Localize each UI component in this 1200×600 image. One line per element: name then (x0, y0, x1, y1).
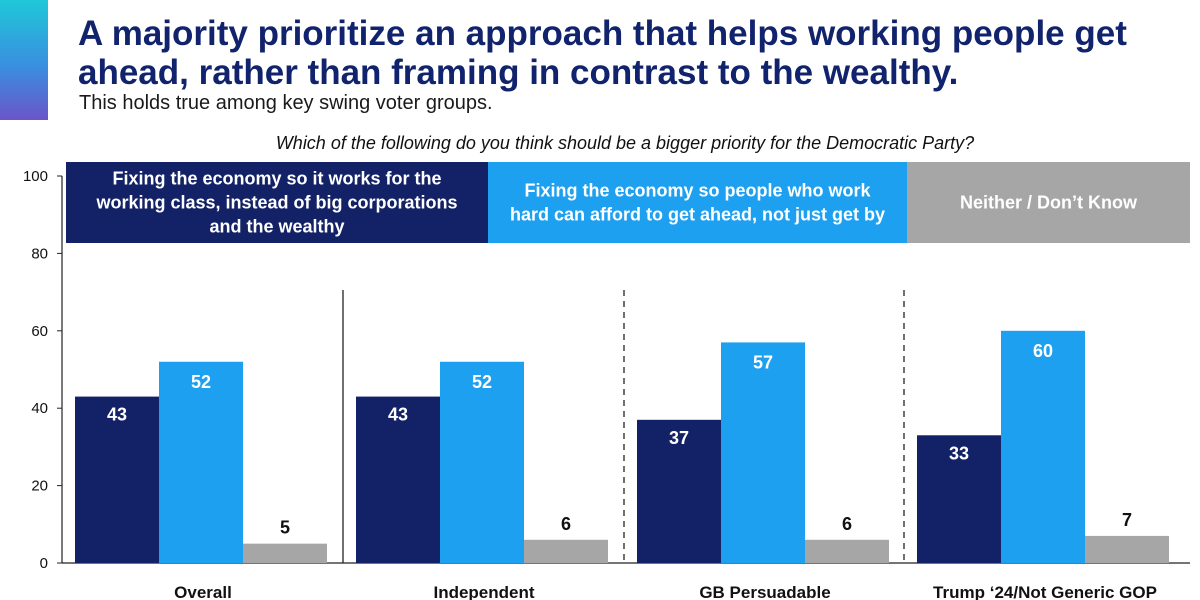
page-subtitle: This holds true among key swing voter gr… (79, 92, 493, 114)
data-label: 60 (1033, 341, 1053, 361)
bar-2 (721, 342, 805, 563)
y-tick-label: 80 (31, 245, 48, 262)
data-label: 6 (561, 514, 571, 534)
bar-3 (1085, 535, 1169, 563)
bar-1 (75, 396, 159, 563)
category-label: Overall (174, 583, 232, 600)
page-title: A majority prioritize an approach that h… (78, 14, 1127, 92)
survey-question: Which of the following do you think shou… (275, 133, 975, 153)
bar-3 (243, 543, 327, 563)
bar-2 (159, 361, 243, 563)
data-label: 33 (949, 443, 969, 463)
data-label: 7 (1122, 510, 1132, 530)
legend-text-series-1: and the wealthy (209, 217, 344, 237)
data-label: 6 (842, 514, 852, 534)
data-label: 43 (388, 405, 408, 425)
bar-1 (917, 435, 1001, 563)
legend-box-1 (66, 162, 488, 243)
legend-box-2 (488, 162, 907, 243)
data-label: 43 (107, 405, 127, 425)
data-label: 37 (669, 428, 689, 448)
category-label: Independent (433, 583, 534, 600)
category-label: Trump ‘24/Not Generic GOP (933, 583, 1157, 600)
bar-3 (805, 539, 889, 563)
data-label: 52 (472, 372, 492, 392)
legend-text-series-1: working class, instead of big corporatio… (95, 193, 457, 213)
bar-3 (524, 539, 608, 563)
data-label: 5 (280, 518, 290, 538)
bar-1 (356, 396, 440, 563)
bar-1 (637, 419, 721, 563)
y-tick-label: 20 (31, 478, 48, 495)
data-label: 52 (191, 372, 211, 392)
accent-gradient-bar (0, 0, 48, 120)
y-tick-label: 40 (31, 400, 48, 417)
y-tick-label: 100 (23, 168, 48, 185)
bar-2 (1001, 330, 1085, 563)
data-label: 57 (753, 352, 773, 372)
bar-2 (440, 361, 524, 563)
legend-box-3 (907, 162, 1190, 243)
category-label: GB Persuadable (699, 583, 830, 600)
y-tick-label: 0 (40, 555, 48, 572)
legend-text-series-2: Fixing the economy so people who work (524, 181, 871, 201)
y-tick-label: 60 (31, 323, 48, 340)
legend-text-series-3: Neither / Don’t Know (960, 193, 1138, 213)
legend-text-series-1: Fixing the economy so it works for the (112, 169, 441, 189)
legend-text-series-2: hard can afford to get ahead, not just g… (510, 205, 885, 225)
